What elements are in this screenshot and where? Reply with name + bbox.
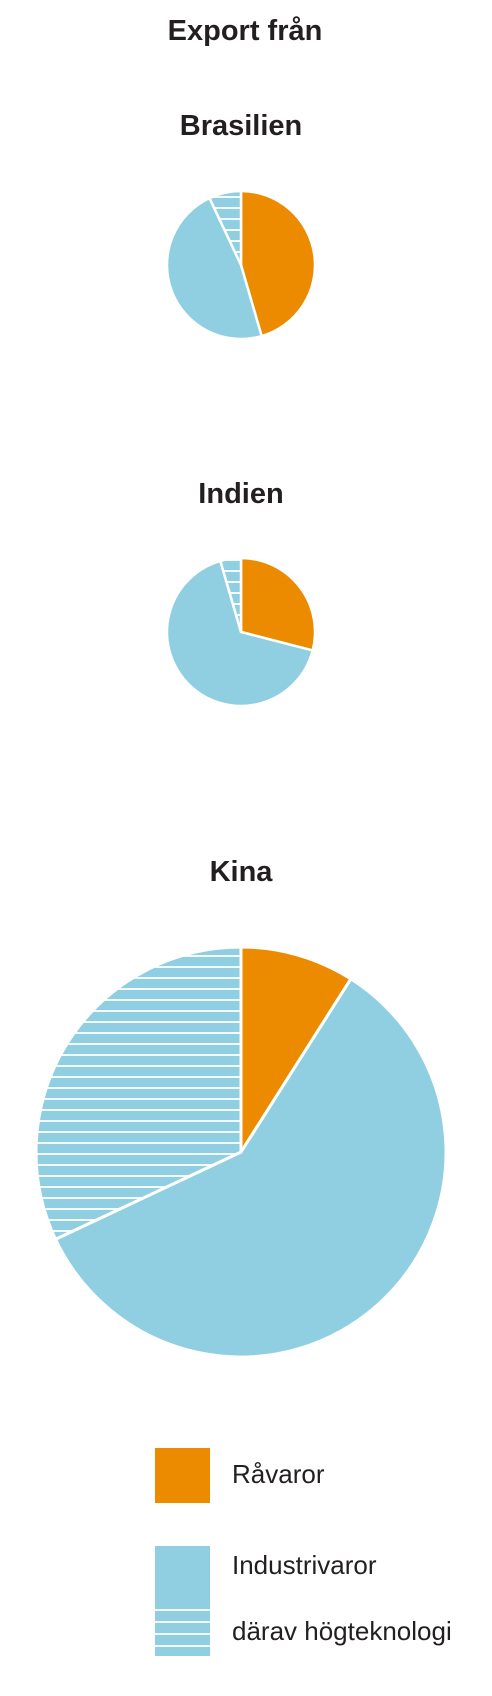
- pie-slice-kina-hogteknologi: [34, 945, 243, 1241]
- pie-chart-brasilien: Brasilien: [165, 110, 317, 341]
- pie-slices-brasilien: [165, 189, 317, 341]
- legend-swatch-hogteknologi: [155, 1606, 210, 1656]
- pie-slice-brasilien-hogteknologi: [208, 189, 243, 267]
- pie-chart-indien: Indien: [165, 478, 317, 708]
- pie-chart-kina: Kina: [34, 856, 448, 1359]
- pie-slices-indien: [165, 556, 317, 708]
- pie-slice-kina-industrivaror: [54, 977, 448, 1359]
- pie-slice-indien-ravaror: [239, 556, 317, 652]
- legend-label-ravaror: Råvaror: [232, 1459, 325, 1489]
- pie-slice-brasilien-industrivaror: [165, 196, 263, 341]
- pie-slices-kina: [34, 945, 448, 1359]
- pie-title-brasilien: Brasilien: [180, 110, 303, 142]
- legend-swatch-ravaror: [155, 1448, 210, 1503]
- pie-title-indien: Indien: [198, 478, 283, 510]
- pie-title-kina: Kina: [210, 856, 274, 888]
- legend-label-hogteknologi: därav högteknologi: [232, 1616, 452, 1646]
- pie-slice-brasilien-ravaror: [239, 189, 317, 338]
- pie-slice-kina-ravaror: [239, 945, 353, 1154]
- legend-label-industrivaror: Industrivaror: [232, 1550, 377, 1580]
- pie-slice-indien-hogteknologi: [219, 556, 243, 634]
- legend-swatch-industrivaror: [155, 1546, 210, 1606]
- legend: Råvaror Industrivaror därav högteknologi: [155, 1448, 452, 1656]
- pie-slice-indien-industrivaror: [165, 559, 314, 708]
- main-title: Export från: [168, 15, 323, 47]
